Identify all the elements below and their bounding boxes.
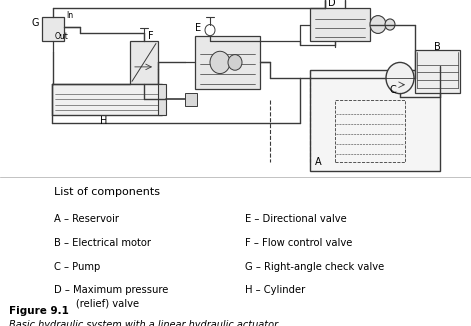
Text: A – Reservoir: A – Reservoir: [54, 214, 119, 224]
Text: E: E: [195, 23, 201, 34]
Text: List of components: List of components: [54, 186, 160, 197]
Circle shape: [210, 51, 230, 74]
Text: C – Pump: C – Pump: [54, 262, 100, 272]
Bar: [415, 50, 460, 93]
Text: G – Right-angle check valve: G – Right-angle check valve: [245, 262, 384, 272]
Text: G: G: [32, 18, 40, 28]
Bar: [42, 17, 64, 41]
Text: H – Cylinder: H – Cylinder: [245, 285, 305, 295]
Text: B – Electrical motor: B – Electrical motor: [54, 238, 151, 248]
Circle shape: [386, 62, 414, 94]
Text: In: In: [66, 11, 73, 20]
Circle shape: [370, 16, 386, 34]
Text: F: F: [148, 31, 154, 41]
Circle shape: [228, 55, 242, 70]
Text: E – Directional valve: E – Directional valve: [245, 214, 347, 224]
Text: Basic hydraulic system with a linear hydraulic actuator: Basic hydraulic system with a linear hyd…: [9, 320, 278, 326]
Bar: [310, 70, 440, 170]
Text: D: D: [328, 0, 336, 8]
Text: C: C: [390, 85, 397, 95]
Bar: [130, 41, 158, 83]
Text: F – Flow control valve: F – Flow control valve: [245, 238, 352, 248]
Bar: [310, 8, 370, 41]
Text: D – Maximum pressure
       (relief) valve: D – Maximum pressure (relief) valve: [54, 285, 169, 309]
Text: Figure 9.1: Figure 9.1: [9, 306, 69, 316]
Text: Out: Out: [55, 32, 69, 41]
Circle shape: [385, 19, 395, 30]
Bar: [195, 36, 260, 89]
Text: B: B: [434, 42, 440, 52]
Bar: [158, 83, 166, 115]
Text: A: A: [315, 157, 322, 167]
Bar: [335, 100, 405, 162]
Text: H: H: [100, 116, 107, 126]
Bar: [52, 83, 162, 115]
Bar: [185, 93, 197, 106]
